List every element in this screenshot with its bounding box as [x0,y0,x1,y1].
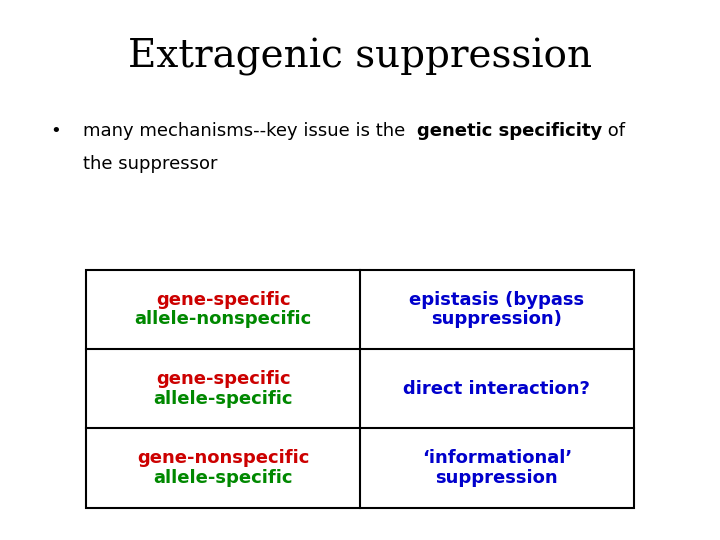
Text: gene-specific: gene-specific [156,291,290,309]
Text: allele-specific: allele-specific [153,390,293,408]
Text: epistasis (bypass: epistasis (bypass [409,291,585,309]
Text: allele-specific: allele-specific [153,469,293,487]
Text: Extragenic suppression: Extragenic suppression [128,38,592,76]
Text: gene-nonspecific: gene-nonspecific [137,449,310,467]
Text: ‘informational’: ‘informational’ [422,449,572,467]
Text: allele-nonspecific: allele-nonspecific [135,310,312,328]
Text: many mechanisms--key issue is the: many mechanisms--key issue is the [83,122,417,139]
Text: suppression): suppression) [431,310,562,328]
Text: •: • [50,122,61,139]
Text: of: of [602,122,625,139]
Text: direct interaction?: direct interaction? [403,380,590,398]
Text: suppression: suppression [436,469,558,487]
Text: genetic specificity: genetic specificity [417,122,602,139]
Text: gene-specific: gene-specific [156,370,290,388]
Text: the suppressor: the suppressor [83,155,217,173]
Bar [86,270,634,508]
